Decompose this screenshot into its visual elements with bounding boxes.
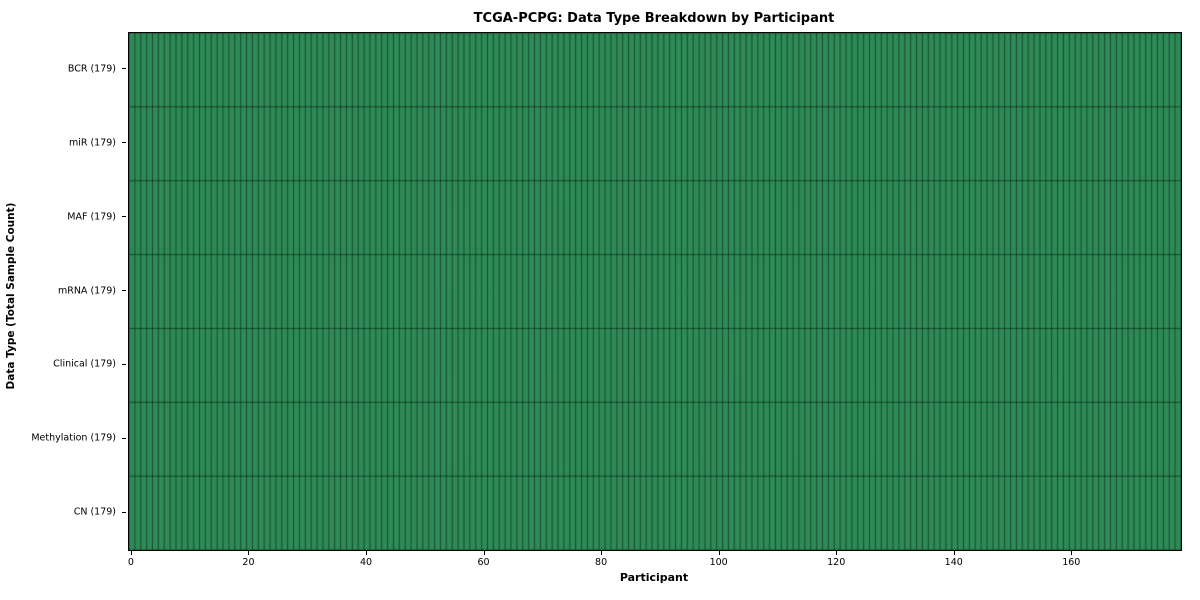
y-axis-ticks: BCR (179) miR (179) MAF (179) mRNA (179) Cli… xyxy=(0,32,126,549)
y-tick-mark xyxy=(122,68,126,70)
x-tick-mark xyxy=(953,551,955,555)
x-tick-label-120: 120 xyxy=(827,557,846,568)
y-tick-mark xyxy=(122,437,126,439)
y-tick-label-methylation: Methylation (179) xyxy=(31,432,116,444)
y-tick-mark xyxy=(122,216,126,218)
x-tick-mark xyxy=(718,551,720,555)
x-tick-label-80: 80 xyxy=(595,557,608,568)
x-tick-label-100: 100 xyxy=(709,557,728,568)
x-tick-label-40: 40 xyxy=(359,557,373,568)
y-tick-label-mrna: mRNA (179) xyxy=(57,285,116,296)
y-tick-mark xyxy=(122,363,126,365)
heatmap-canvas xyxy=(129,33,1181,550)
y-tick-label-bcr: BCR (179) xyxy=(67,63,116,75)
x-axis-label: Participant xyxy=(619,571,689,584)
x-tick-label-0: 0 xyxy=(127,557,134,568)
x-axis-ticks: 0 20 40 60 80 100 120 140 160 xyxy=(128,550,1180,572)
x-tick-mark xyxy=(366,551,368,555)
x-tick-mark xyxy=(248,551,250,555)
x-tick-mark xyxy=(836,551,838,555)
chart-title: TCGA-PCPG: Data Type Breakdown by Partic… xyxy=(473,11,835,26)
x-tick-label-160: 160 xyxy=(1062,557,1081,568)
y-tick-label-mir: miR (179) xyxy=(68,137,116,149)
y-tick-mark xyxy=(122,511,126,513)
y-tick-label-cn: CN (179) xyxy=(73,506,116,518)
y-tick-mark xyxy=(122,142,126,144)
x-tick-mark xyxy=(1071,551,1073,555)
x-tick-mark xyxy=(483,551,485,555)
y-tick-label-maf: MAF (179) xyxy=(67,211,116,223)
x-tick-label-140: 140 xyxy=(944,557,963,568)
x-tick-mark xyxy=(601,551,603,555)
x-tick-label-20: 20 xyxy=(242,557,255,568)
plot-area: Present Absent xyxy=(128,32,1182,551)
x-tick-label-60: 60 xyxy=(477,557,490,568)
x-tick-mark xyxy=(130,551,132,555)
y-tick-label-clinical: Clinical (179) xyxy=(53,358,116,370)
y-tick-mark xyxy=(122,290,126,291)
